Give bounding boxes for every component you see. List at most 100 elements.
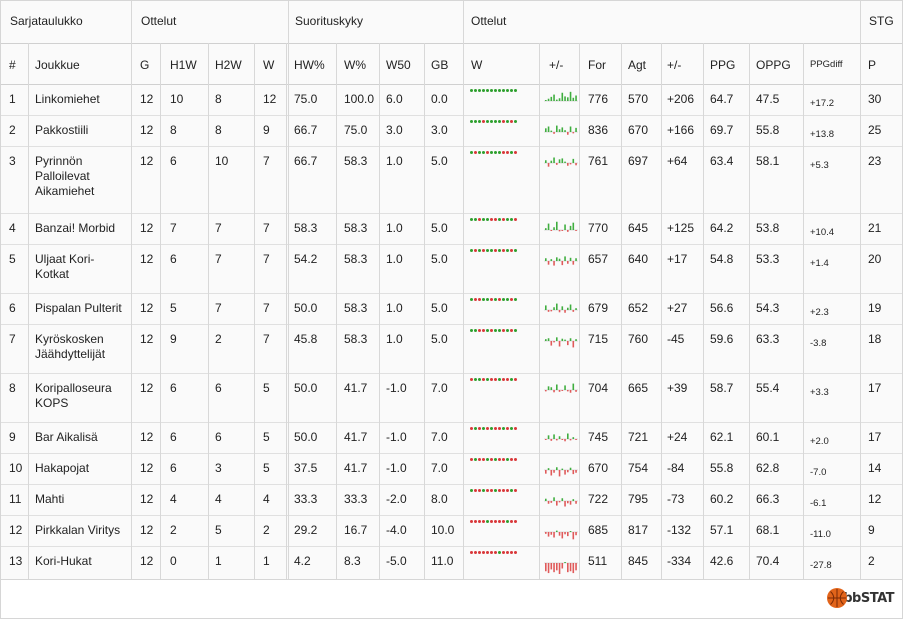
group-header-table: Sarjataulukko [10, 14, 83, 28]
team-name[interactable]: Pakkostiili [35, 123, 88, 138]
sparkline-bar [558, 341, 561, 347]
team-name[interactable]: Pyrinnön Palloilevat Aikamiehet [35, 154, 94, 199]
cell-w: 1 [263, 554, 270, 568]
column-header[interactable]: H1W [170, 58, 197, 72]
win-dot [506, 458, 509, 461]
column-header[interactable]: OPPG [756, 58, 791, 72]
win-dot [506, 218, 509, 221]
sparkline-bar [572, 383, 575, 390]
team-name[interactable]: Koripalloseura KOPS [35, 381, 112, 411]
sparkline-bar [575, 532, 577, 536]
team-name[interactable]: Banzai! Morbid [35, 221, 115, 236]
sparkline-bar [561, 230, 564, 231]
column-header[interactable]: # [9, 58, 16, 72]
sparkline-bar [558, 436, 561, 439]
team-name[interactable]: Pirkkalan Viritys [35, 523, 120, 538]
column-header[interactable]: PPGdiff [810, 59, 843, 70]
loss-dot [506, 489, 509, 492]
team-name-line: Mahti [35, 492, 65, 506]
cell-h1w: 6 [170, 154, 177, 168]
team-name[interactable]: Mahti [35, 492, 64, 507]
cell-ppg: 55.8 [710, 461, 734, 475]
cell-diff: -45 [667, 332, 685, 346]
team-name-line: Pyrinnön [35, 154, 83, 168]
cell-h1w: 2 [170, 523, 177, 537]
team-name[interactable]: Kyröskosken Jäähdyttelijät [35, 332, 105, 362]
sparkline-bar [556, 439, 558, 441]
team-name[interactable]: Pispalan Pulterit [35, 301, 122, 316]
cell-h2w: 7 [215, 252, 222, 266]
sparkline-bar [561, 532, 564, 539]
cell-p: 14 [868, 461, 882, 475]
loss-dot [478, 520, 481, 523]
win-dot [490, 89, 493, 92]
column-header[interactable]: Joukkue [35, 58, 80, 72]
cell-wp: 8.3 [344, 554, 361, 568]
cell-p: 2 [868, 554, 875, 568]
win-dot [502, 89, 505, 92]
cell-diff: -84 [667, 461, 685, 475]
sparkline-bar [564, 439, 566, 442]
cell-agt: 640 [628, 252, 649, 266]
sparkline-bar [545, 339, 547, 341]
column-header[interactable]: For [588, 58, 606, 72]
cell-w: 12 [263, 92, 277, 106]
loss-dot [474, 249, 477, 252]
cell-ppg: 59.6 [710, 332, 734, 346]
column-header[interactable]: W50 [386, 58, 411, 72]
loss-dot [502, 249, 505, 252]
cell-gb: 7.0 [431, 381, 448, 395]
cell-hwp: 66.7 [294, 123, 318, 137]
column-header[interactable]: +/- [667, 58, 682, 72]
cell-w: 2 [263, 523, 270, 537]
sparkline-bar [547, 501, 550, 504]
sparkline-bar [561, 498, 564, 501]
cell-w50: 6.0 [386, 92, 403, 106]
team-name-line: Koripalloseura [35, 381, 112, 395]
cell-p: 21 [868, 221, 882, 235]
column-header[interactable]: W [471, 58, 483, 72]
loss-dot [502, 329, 505, 332]
column-header[interactable]: PPG [710, 58, 736, 72]
sparkline-bar [564, 532, 566, 535]
sparkline-bar [550, 130, 553, 132]
column-header[interactable]: W% [344, 58, 366, 72]
team-name[interactable]: Kori-Hukat [35, 554, 92, 569]
team-name[interactable]: Linkomiehet [35, 92, 100, 107]
cell-wp: 16.7 [344, 523, 368, 537]
team-name[interactable]: Bar Aikalisä [35, 430, 98, 445]
cell-w50: 1.0 [386, 332, 403, 346]
sparkline-bar [547, 126, 550, 132]
sparkline-bar [567, 163, 569, 166]
cell-rank: 13 [9, 554, 23, 568]
sparkline-bar [575, 470, 577, 473]
win-dot [482, 427, 485, 430]
column-header[interactable]: W [263, 58, 275, 72]
bbstat-logo[interactable]: bbSTAT [827, 588, 894, 608]
sparkline-bar [569, 91, 572, 101]
cell-ppgdiff: -27.8 [810, 560, 832, 571]
cell-w: 4 [263, 492, 270, 506]
column-header[interactable]: HW% [294, 58, 325, 72]
sparkline-bar [558, 258, 561, 261]
loss-dot [482, 329, 485, 332]
win-dot [482, 298, 485, 301]
column-header[interactable]: P [868, 58, 877, 72]
loss-dot [514, 489, 517, 492]
win-dot [474, 89, 477, 92]
team-name[interactable]: Uljaat Kori- Kotkat [35, 252, 94, 282]
sparkline-bar [547, 261, 550, 265]
column-header[interactable]: G [140, 58, 150, 72]
win-dot [478, 378, 481, 381]
column-header[interactable]: Agt [628, 58, 647, 72]
loss-dot [478, 458, 481, 461]
column-header[interactable]: GB [431, 58, 449, 72]
cell-w50: 1.0 [386, 301, 403, 315]
sparkline-bar [553, 157, 555, 163]
sparkline-bar [550, 310, 553, 312]
column-header[interactable]: H2W [215, 58, 242, 72]
column-header[interactable]: +/- [549, 58, 564, 72]
cell-gb: 8.0 [431, 492, 448, 506]
team-name[interactable]: Hakapojat [35, 461, 89, 476]
cell-rank: 4 [9, 221, 16, 235]
